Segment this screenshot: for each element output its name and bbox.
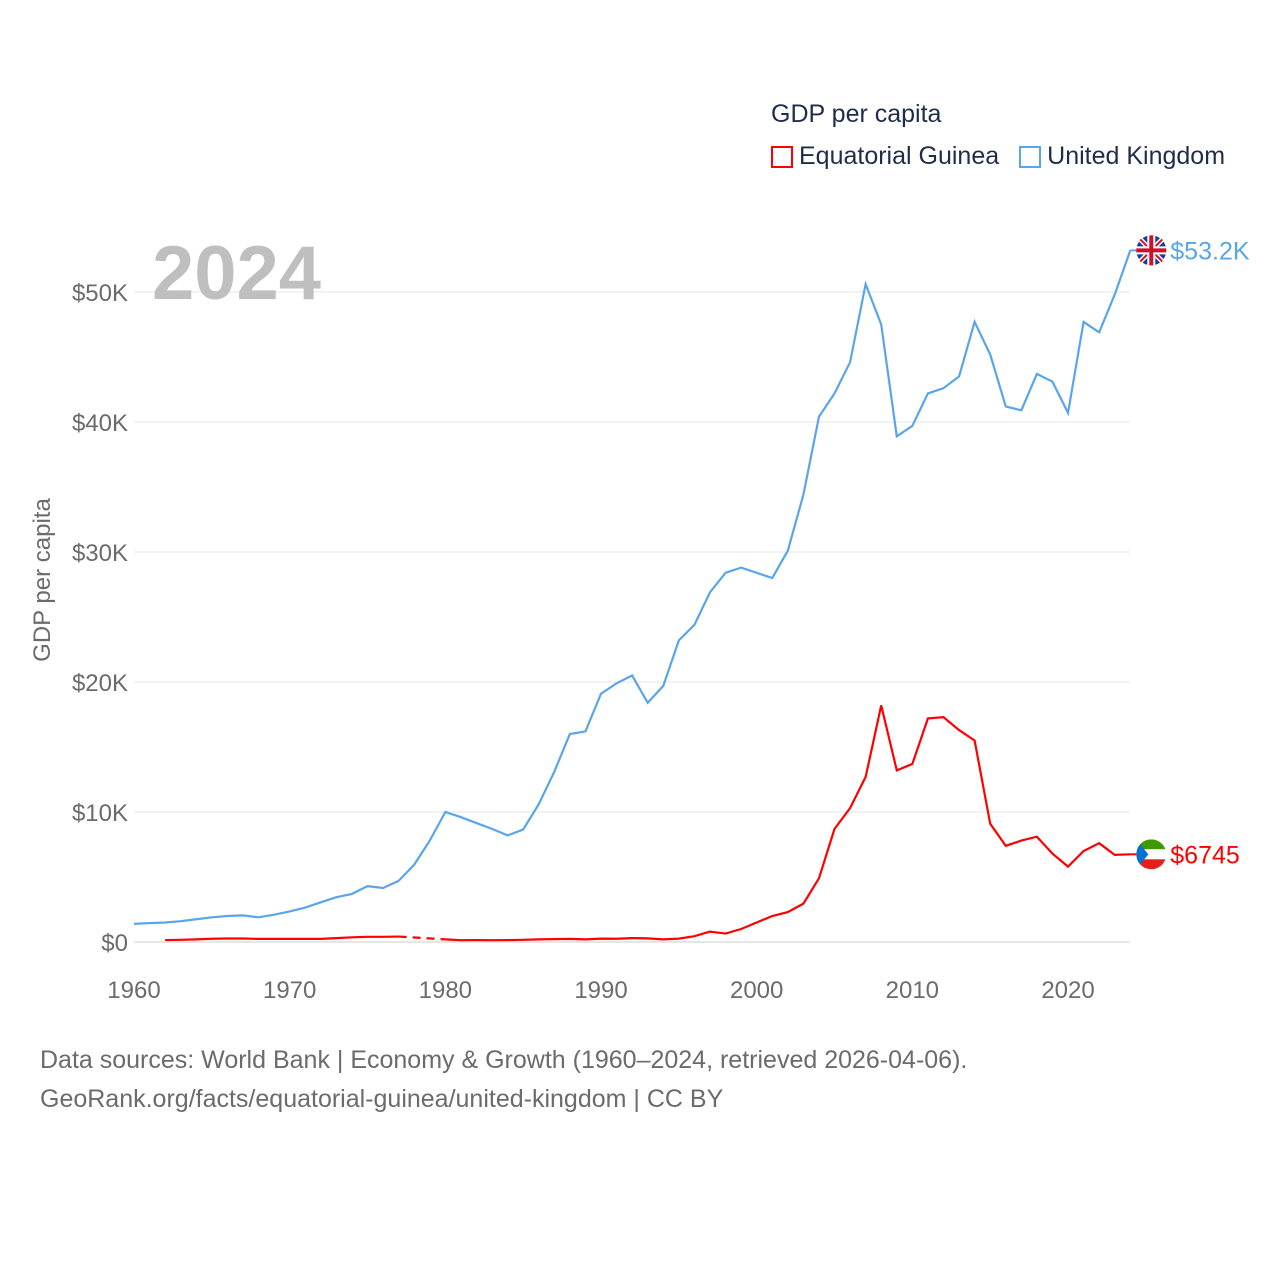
equatorial-guinea-flag-icon [1136,839,1167,850]
legend-swatch [1019,145,1042,168]
series-line-equatorial-guinea [445,705,1131,942]
equatorial-guinea-flag-icon [1136,849,1167,860]
x-tick-label: 2010 [886,977,939,1004]
y-tick-label: $20K [72,670,128,697]
footer-sources: Data sources: World Bank | Economy & Gro… [40,1046,968,1074]
end-value-label: $53.2K [1170,237,1250,265]
legend-title: GDP per capita [771,100,942,128]
x-tick-label: 1990 [574,977,627,1004]
x-tick-label: 1960 [107,977,160,1004]
x-tick-label: 2020 [1041,977,1094,1004]
end-value-label: $6745 [1170,841,1240,869]
equatorial-guinea-flag-icon [1136,839,1149,870]
y-tick-label: $50K [72,280,128,307]
x-tick-label: 2000 [730,977,783,1004]
series-line-equatorial-guinea [398,935,446,941]
y-tick-label: $40K [72,410,128,437]
x-tick-label: 1970 [263,977,316,1004]
legend-label: Equatorial Guinea [799,142,1000,170]
year-label: 2024 [152,231,322,316]
equatorial-guinea-flag-icon [1136,859,1167,870]
legend: Equatorial Guinea United Kingdom [771,142,1225,171]
legend-item-equatorial-guinea[interactable]: Equatorial Guinea [771,142,999,171]
y-axis-label: GDP per capita [29,498,56,662]
legend-swatch [771,145,793,168]
footer-link[interactable]: GeoRank.org/facts/equatorial-guinea/unit… [40,1085,724,1113]
y-tick-label: $10K [72,800,128,827]
series-line-equatorial-guinea [165,935,399,942]
legend-label: United Kingdom [1047,142,1226,170]
y-tick-label: $0 [101,930,128,957]
series-line-united-kingdom [133,250,1132,925]
x-tick-label: 1980 [419,977,472,1004]
legend-item-united-kingdom[interactable]: United Kingdom [1019,142,1225,171]
y-tick-label: $30K [72,540,128,567]
uk-flag-icon [1136,235,1167,266]
